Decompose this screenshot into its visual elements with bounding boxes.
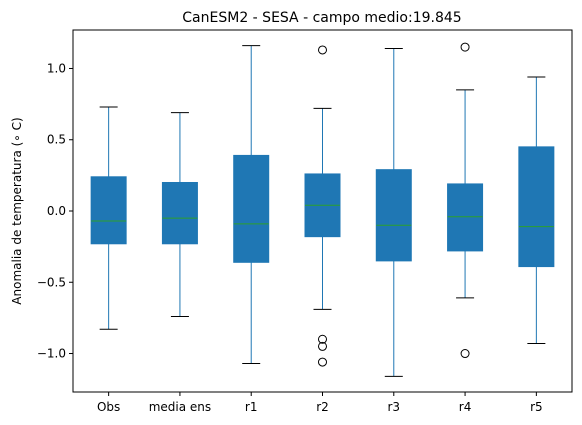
x-tick-label: r2 <box>316 400 329 414</box>
outlier-point <box>318 341 327 351</box>
x-tick-label: r3 <box>387 400 400 414</box>
y-tick-label: −0.5 <box>37 275 66 289</box>
outlier-point <box>460 349 470 359</box>
x-tick-label: r4 <box>459 400 472 414</box>
y-axis-label: Anomalia de temperatura (∘ C) <box>10 117 24 304</box>
box-iqr <box>518 146 555 268</box>
y-tick-label: 0.5 <box>47 133 66 147</box>
outlier-point <box>318 45 327 55</box>
x-tick-label: Obs <box>97 400 120 414</box>
outlier-point <box>318 334 327 344</box>
outlier-point <box>460 42 470 52</box>
y-tick-label: −1.0 <box>37 347 66 361</box>
x-tick-label: r1 <box>245 400 258 414</box>
y-tick-label: 1.0 <box>47 61 66 75</box>
x-tick-label: media ens <box>149 400 211 414</box>
y-tick-label: 0.0 <box>47 204 66 218</box>
box-iqr <box>447 183 484 252</box>
chart-title: CanESM2 - SESA - campo medio:19.845 <box>182 10 461 26</box>
box-iqr <box>161 181 198 245</box>
box-iqr <box>233 154 270 263</box>
box-iqr <box>375 169 412 262</box>
plot-area: −1.0 −0.5 0.0 0.5 1.0 Obs media ens r1 r2 r3 r4 r5 <box>37 42 555 414</box>
x-tick-label: r5 <box>530 400 543 414</box>
box-iqr <box>90 176 127 245</box>
axes-frame <box>72 29 573 393</box>
outlier-point <box>318 357 327 367</box>
